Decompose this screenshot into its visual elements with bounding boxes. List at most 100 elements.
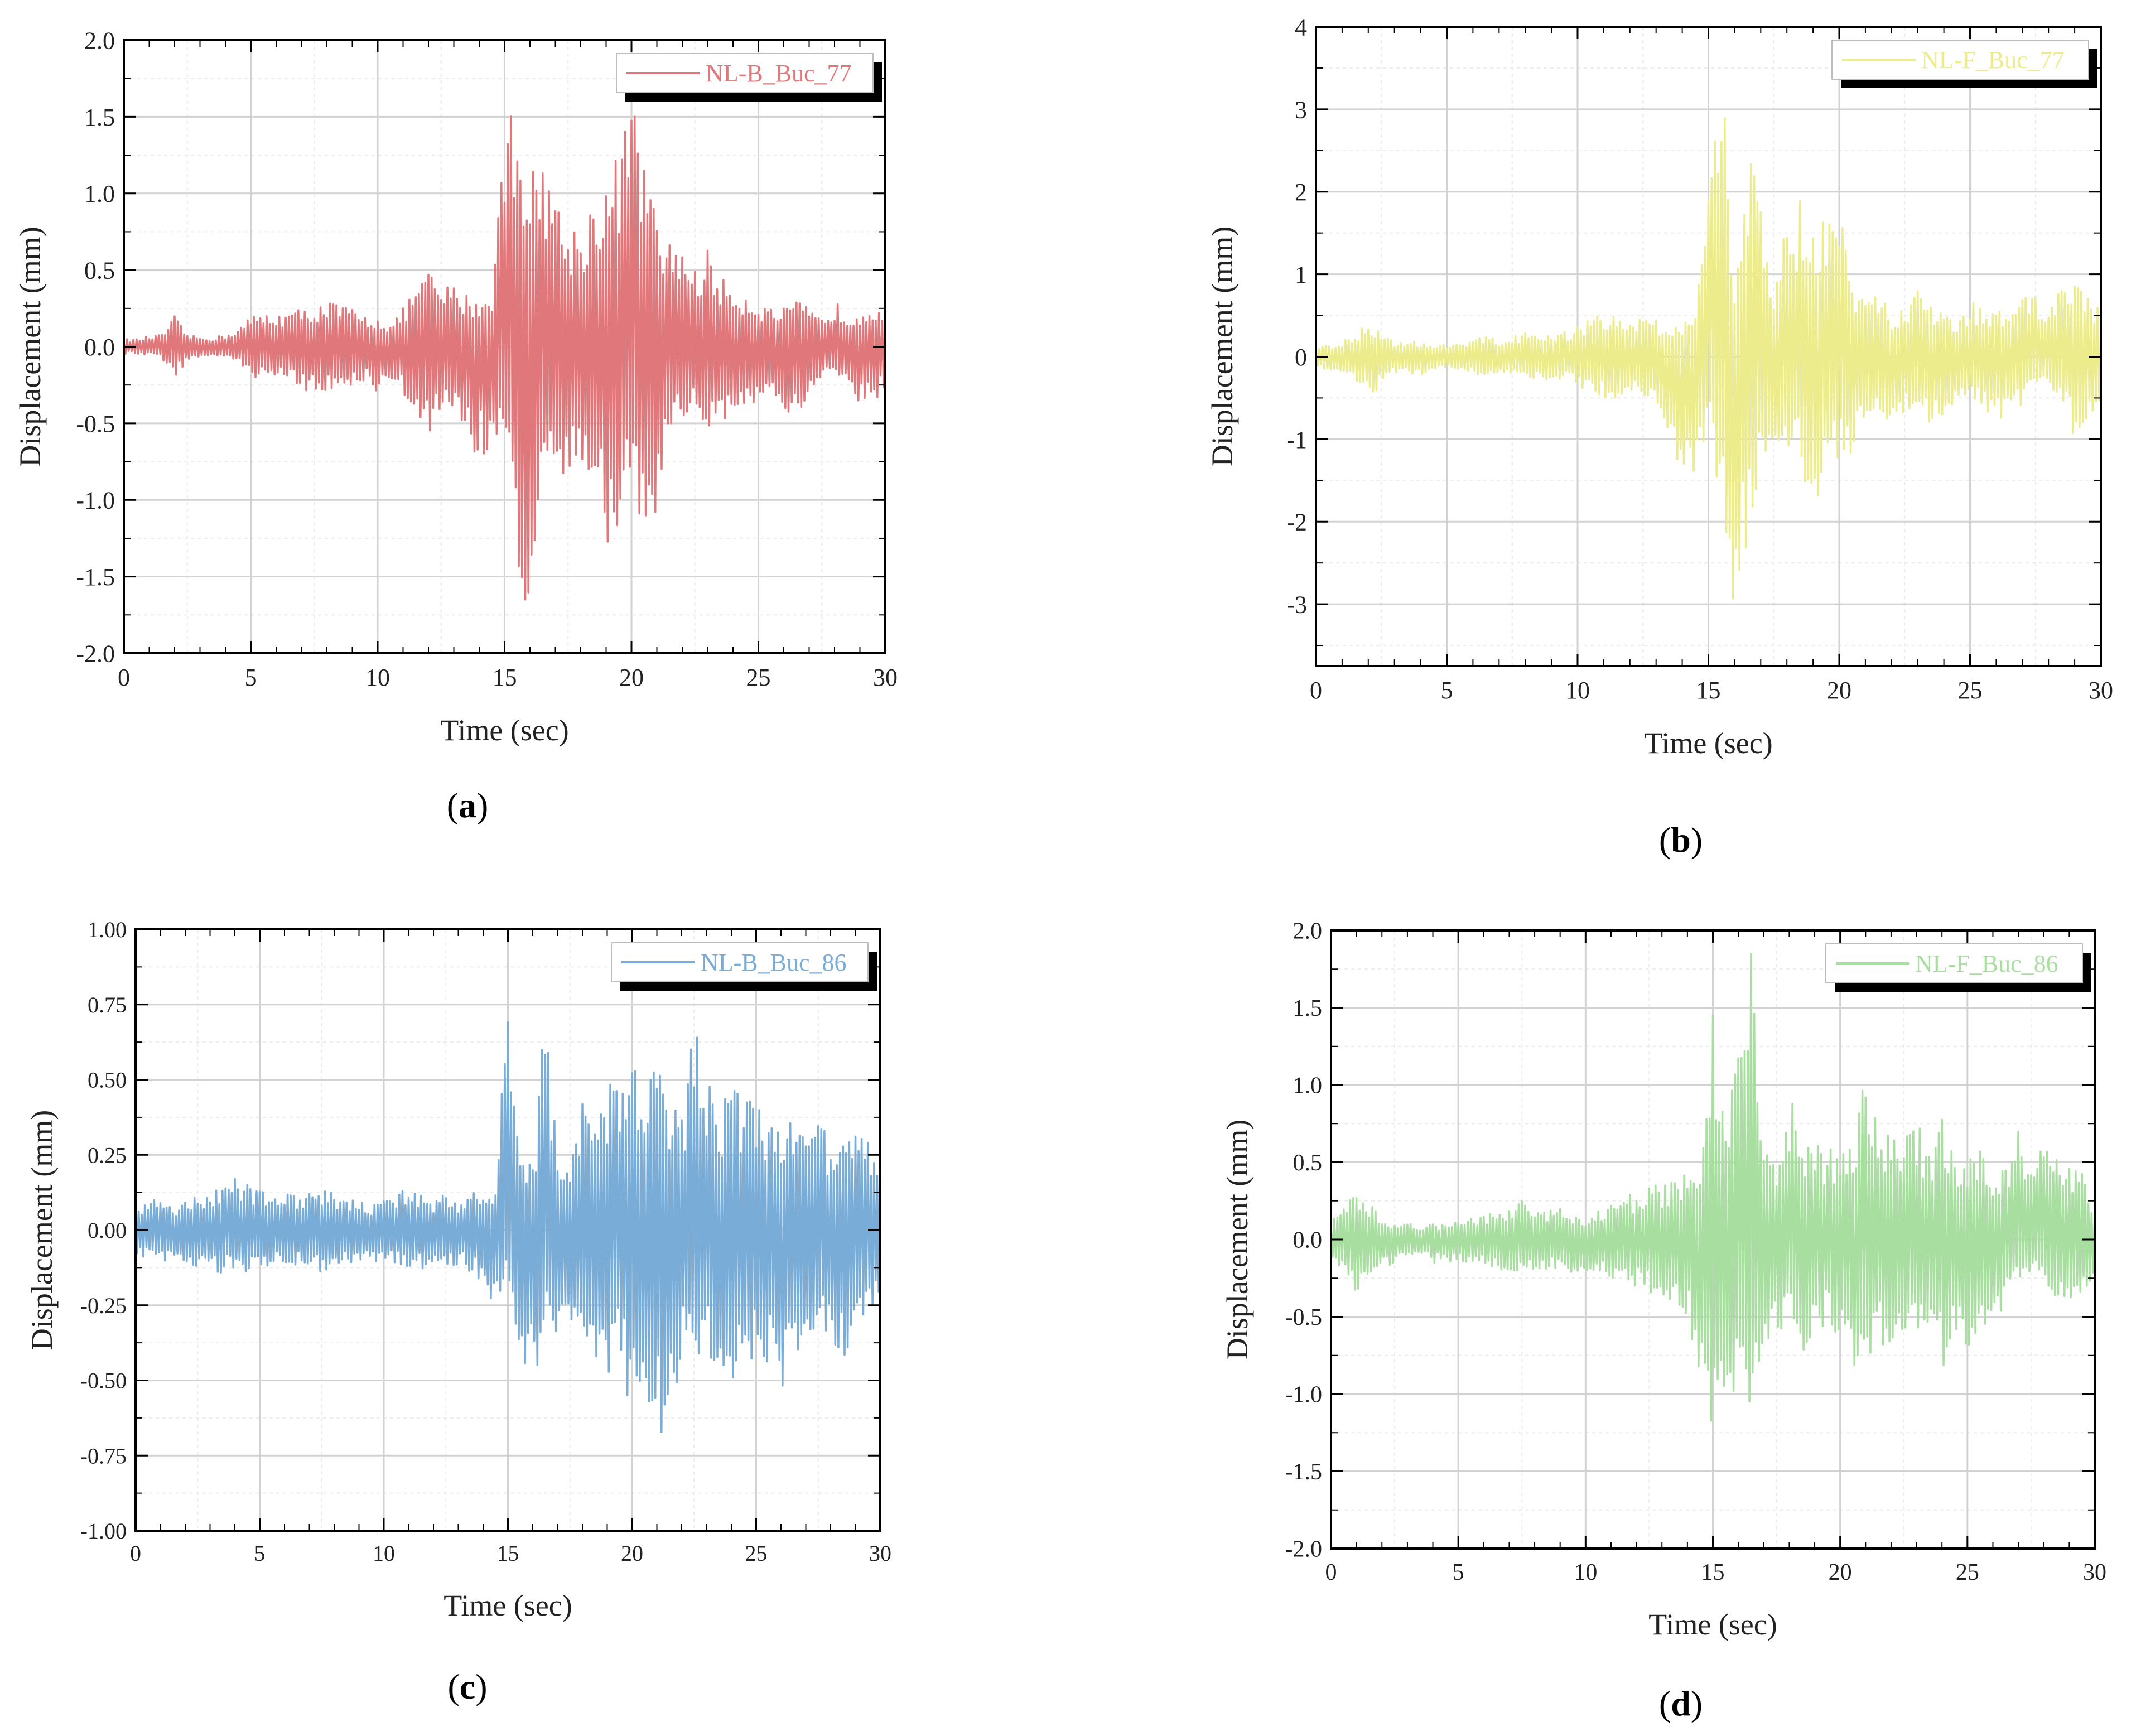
x-tick-label: 5 xyxy=(1453,1560,1464,1585)
x-tick-label: 25 xyxy=(1958,677,1983,704)
y-tick-label: 1.00 xyxy=(88,917,127,942)
y-tick-label: 0.0 xyxy=(84,334,115,361)
caption-paren-close: ) xyxy=(1691,1684,1703,1723)
x-tick-label: 20 xyxy=(1827,677,1851,704)
y-tick-label: -2 xyxy=(1286,509,1307,536)
x-tick-label: 10 xyxy=(1574,1560,1597,1585)
y-tick-label: -0.5 xyxy=(76,410,115,437)
legend-label: NL-F_Buc_77 xyxy=(1921,46,2065,74)
y-tick-label: -0.75 xyxy=(80,1443,127,1468)
y-tick-label: -1.5 xyxy=(1285,1459,1323,1485)
x-tick-label: 10 xyxy=(1565,677,1590,704)
x-tick-label: 25 xyxy=(746,664,771,691)
series-line-c xyxy=(134,1021,881,1434)
x-tick-label: 15 xyxy=(497,1541,519,1566)
y-axis-label: Displacement (mm) xyxy=(1205,226,1239,466)
x-axis-label: Time (sec) xyxy=(1644,726,1772,760)
caption-paren-open: ( xyxy=(1659,820,1671,860)
legend-box xyxy=(1825,943,2083,983)
caption-paren-open: ( xyxy=(447,785,459,825)
y-tick-label: 1 xyxy=(1295,261,1307,288)
y-tick-label: -0.25 xyxy=(80,1293,127,1318)
y-tick-label: 2 xyxy=(1295,179,1307,206)
y-tick-label: -2.0 xyxy=(1285,1537,1323,1563)
x-tick-label: 10 xyxy=(365,664,390,691)
series-line-d xyxy=(1330,953,2096,1422)
caption-letter: d xyxy=(1671,1684,1691,1723)
y-axis-label: Displacement (mm) xyxy=(13,226,47,466)
x-tick-label: 5 xyxy=(254,1541,266,1566)
y-tick-label: 2.0 xyxy=(1293,919,1323,944)
y-tick-label: 0.0 xyxy=(1293,1228,1323,1253)
chart-panel-b: 0 5 10 15 20 25 30 -3 -2 -1 0 1 2 3 4 Time (sec) Displac… xyxy=(1205,13,2113,860)
panel-caption: (b) xyxy=(1659,820,1703,860)
x-axis-label: Time (sec) xyxy=(440,713,568,747)
x-tick-label: 15 xyxy=(1701,1560,1725,1585)
y-tick-label: 1.0 xyxy=(84,180,115,208)
panel-caption: (a) xyxy=(447,785,489,825)
x-tick-label: 20 xyxy=(1829,1560,1852,1585)
panel-caption: (c) xyxy=(447,1667,487,1706)
caption-paren-open: ( xyxy=(447,1667,459,1706)
y-tick-label: -1 xyxy=(1286,426,1307,454)
y-tick-label: -3 xyxy=(1286,591,1307,618)
caption-paren-close: ) xyxy=(476,785,488,825)
y-tick-label: 0.5 xyxy=(1293,1150,1323,1176)
x-axis-label: Time (sec) xyxy=(1648,1608,1777,1641)
x-tick-label: 20 xyxy=(621,1541,643,1566)
x-tick-label: 0 xyxy=(118,664,130,691)
y-tick-label: -1.00 xyxy=(80,1518,127,1544)
series-line-b xyxy=(1315,117,2102,600)
legend-label: NL-B_Buc_77 xyxy=(706,60,852,87)
y-tick-label: 0.5 xyxy=(84,257,115,284)
x-tick-label: 5 xyxy=(1441,677,1453,704)
y-tick-label: 0.00 xyxy=(88,1218,127,1243)
chart-panel-c: 0 5 10 15 20 25 30 -1.00 -0.75 -0.50 -0.25 0.00 0.25… xyxy=(25,917,891,1706)
caption-paren-close: ) xyxy=(1691,820,1703,860)
y-tick-label: 0 xyxy=(1295,344,1307,371)
x-tick-label: 30 xyxy=(873,664,898,691)
y-tick-label: -0.50 xyxy=(80,1368,127,1393)
x-tick-label: 0 xyxy=(130,1541,141,1566)
y-tick-label: -1.0 xyxy=(1285,1382,1323,1408)
y-tick-label: 3 xyxy=(1295,96,1307,123)
y-tick-label: -1.0 xyxy=(76,487,115,514)
caption-paren-close: ) xyxy=(475,1667,487,1706)
y-tick-label: 1.5 xyxy=(84,104,115,131)
y-axis-label: Displacement (mm) xyxy=(25,1110,59,1350)
y-tick-label: 0.50 xyxy=(88,1068,127,1093)
x-tick-label: 30 xyxy=(869,1541,891,1566)
y-tick-label: 2.0 xyxy=(84,27,115,54)
caption-letter: b xyxy=(1671,820,1691,860)
x-tick-label: 10 xyxy=(373,1541,395,1566)
chart-panel-d: 0 5 10 15 20 25 30 -2.0 -1.5 -1.0 -0.5 0.0 0.5 1.0 1.5… xyxy=(1221,919,2106,1723)
y-tick-label: 0.75 xyxy=(88,992,127,1018)
x-tick-label: 30 xyxy=(2083,1560,2106,1585)
caption-paren-open: ( xyxy=(1659,1684,1671,1723)
y-tick-label: -2.0 xyxy=(76,640,115,667)
x-tick-label: 5 xyxy=(245,664,257,691)
x-tick-label: 15 xyxy=(1696,677,1721,704)
y-tick-label: 0.25 xyxy=(88,1142,127,1168)
caption-letter: c xyxy=(460,1667,475,1706)
y-tick-label: 4 xyxy=(1295,13,1307,41)
x-tick-label: 25 xyxy=(1956,1560,1979,1585)
x-tick-label: 25 xyxy=(745,1541,768,1566)
y-tick-label: -1.5 xyxy=(76,563,115,591)
panel-caption: (d) xyxy=(1659,1684,1703,1723)
x-tick-label: 15 xyxy=(493,664,517,691)
y-tick-label: -0.5 xyxy=(1285,1305,1323,1330)
x-tick-label: 20 xyxy=(619,664,644,691)
legend-label: NL-B_Buc_86 xyxy=(701,949,847,976)
x-tick-label: 0 xyxy=(1310,677,1322,704)
x-axis-label: Time (sec) xyxy=(443,1589,572,1622)
series-line-a xyxy=(123,115,886,601)
x-tick-label: 0 xyxy=(1325,1560,1337,1585)
caption-letter: a xyxy=(459,785,476,825)
y-tick-label: 1.0 xyxy=(1293,1073,1323,1099)
y-tick-label: 1.5 xyxy=(1293,996,1323,1021)
legend-label: NL-F_Buc_86 xyxy=(1915,950,2058,977)
x-tick-label: 30 xyxy=(2089,677,2113,704)
y-axis-label: Displacement (mm) xyxy=(1221,1120,1254,1359)
